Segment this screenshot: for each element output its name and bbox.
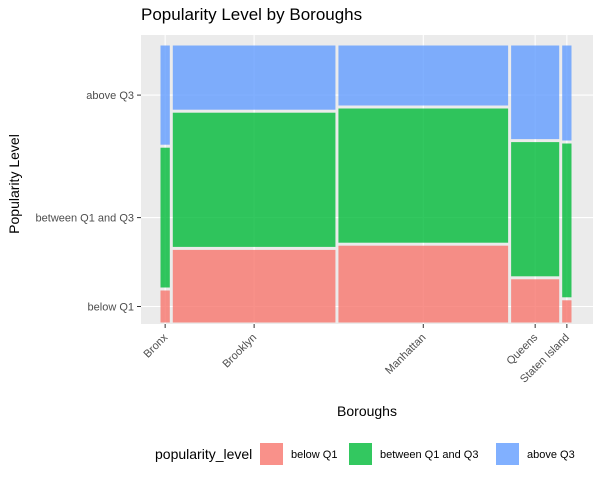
x-axis-title: Boroughs <box>337 403 397 419</box>
tile-queens-between-q1-and-q3 <box>511 142 560 277</box>
tile-manhattan-between-q1-and-q3 <box>338 108 509 243</box>
tile-bronx-between-q1-and-q3 <box>160 147 170 288</box>
legend-title: popularity_level <box>155 446 252 462</box>
legend-key-below-q1 <box>260 443 283 465</box>
legend-key-between-q1-and-q3 <box>349 443 372 465</box>
tile-bronx-above-q3 <box>160 45 170 145</box>
mosaic-tiles <box>160 45 572 323</box>
y-axis-title: Popularity Level <box>6 134 22 234</box>
tile-bronx-below-q1 <box>160 290 170 323</box>
tile-manhattan-below-q1 <box>338 245 509 323</box>
tile-staten-island-above-q3 <box>562 45 572 141</box>
tile-brooklyn-between-q1-and-q3 <box>172 112 336 247</box>
chart-title: Popularity Level by Boroughs <box>141 5 362 24</box>
tile-brooklyn-below-q1 <box>172 249 336 323</box>
y-tick-label: below Q1 <box>88 302 134 314</box>
x-tick-label: Manhattan <box>383 332 428 377</box>
x-tick-label: Bronx <box>141 331 170 360</box>
legend: popularity_level below Q1 between Q1 and … <box>155 443 575 465</box>
x-tick-label: Brooklyn <box>220 332 259 371</box>
y-tick-label: above Q3 <box>86 90 134 102</box>
legend-label: above Q3 <box>527 449 575 461</box>
tile-brooklyn-above-q3 <box>172 45 336 110</box>
tile-queens-above-q3 <box>511 45 560 140</box>
tile-queens-below-q1 <box>511 279 560 323</box>
legend-label: between Q1 and Q3 <box>380 449 478 461</box>
tile-staten-island-below-q1 <box>562 300 572 323</box>
y-tick-label: between Q1 and Q3 <box>36 213 134 225</box>
tile-manhattan-above-q3 <box>338 45 509 106</box>
tile-staten-island-between-q1-and-q3 <box>562 143 572 298</box>
legend-key-above-q3 <box>496 443 519 465</box>
legend-label: below Q1 <box>291 449 337 461</box>
